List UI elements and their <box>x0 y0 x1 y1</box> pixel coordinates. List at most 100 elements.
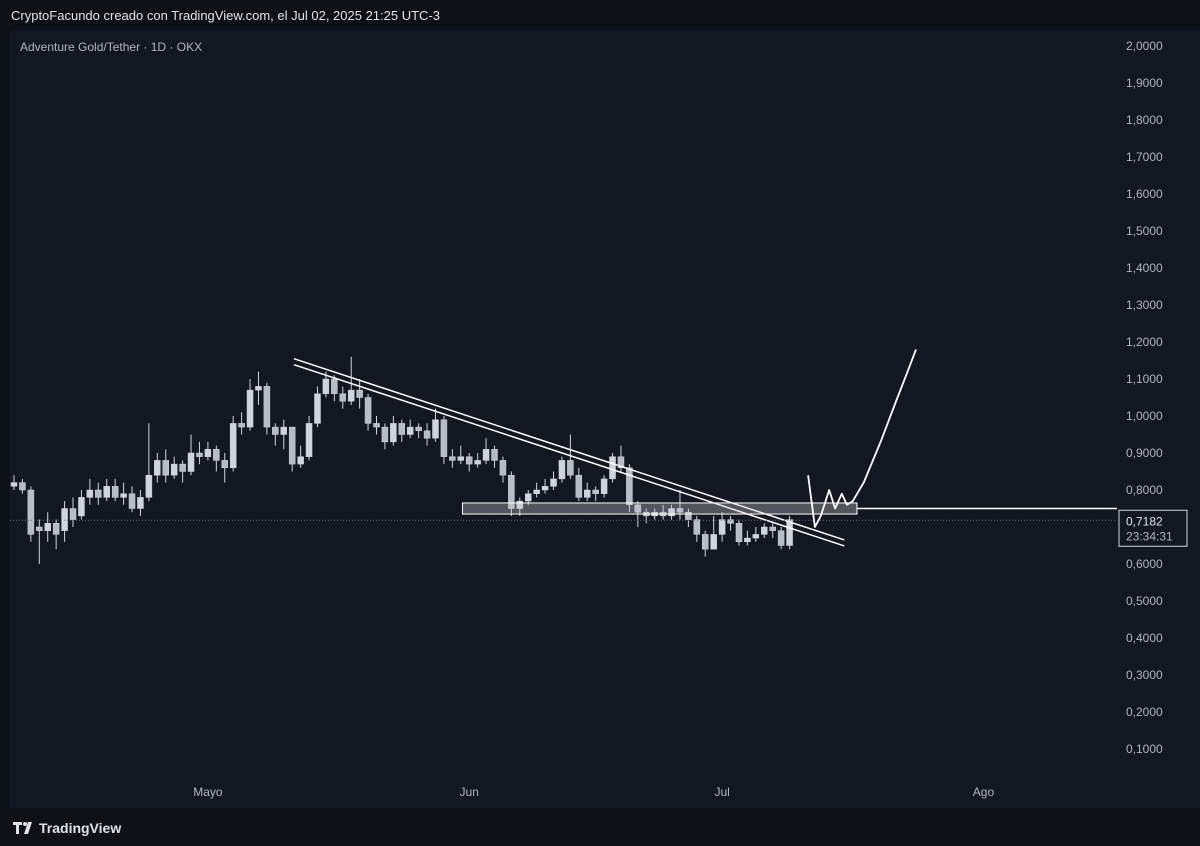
x-axis-labels: Mayo Jun Jul Ago <box>193 785 994 799</box>
candle <box>339 386 347 409</box>
candle <box>390 416 397 446</box>
candle-body-up <box>280 426 288 435</box>
y-tick-label: 1,5000 <box>1126 224 1163 238</box>
candle-body-up <box>120 493 127 498</box>
y-tick-label: 0,5000 <box>1126 594 1163 608</box>
candle-body-down <box>735 523 743 543</box>
candle <box>103 478 110 502</box>
y-tick-label: 0,2000 <box>1126 705 1163 719</box>
candle-body-up <box>432 419 439 439</box>
candle-body-down <box>567 460 574 476</box>
candle-body-up <box>786 519 793 546</box>
candle <box>499 456 507 483</box>
candle <box>406 419 414 439</box>
candle-body-up <box>314 393 321 424</box>
candle <box>491 445 498 468</box>
candle-body-down <box>213 449 220 461</box>
candle <box>381 423 389 450</box>
candle-body-down <box>777 530 785 546</box>
author-credit: CryptoFacundo creado con TradingView.com… <box>11 8 440 23</box>
candle <box>86 478 94 505</box>
candle <box>592 486 599 502</box>
candle <box>465 453 473 472</box>
candle-body-down <box>415 426 422 432</box>
candle <box>137 490 144 516</box>
candle <box>710 515 717 550</box>
candle-body-up <box>710 534 717 550</box>
tradingview-brand[interactable]: TradingView <box>13 820 121 836</box>
candle <box>744 530 751 546</box>
price-axis[interactable] <box>1119 30 1200 808</box>
candle-body-up <box>718 519 726 535</box>
candle-body-down <box>508 474 515 509</box>
candle-body-up <box>533 489 540 494</box>
candle-body-up <box>474 460 481 465</box>
y-tick-label: 0,8000 <box>1126 483 1163 497</box>
candle <box>398 419 406 442</box>
candle <box>626 464 633 513</box>
candle <box>685 508 692 527</box>
candle <box>735 519 743 546</box>
candle-body-down <box>626 467 633 506</box>
candle-body-down <box>398 423 406 435</box>
candle-body-up <box>668 508 675 517</box>
candle <box>44 512 51 542</box>
top-bar: CryptoFacundo creado con TradingView.com… <box>0 0 1200 30</box>
candle-body-down <box>727 519 734 524</box>
candle-body-up <box>761 526 768 535</box>
candle-body-up <box>145 474 153 498</box>
candle <box>600 475 608 498</box>
candle-body-down <box>19 482 26 491</box>
chart-pane[interactable] <box>10 30 1119 808</box>
candle-body-up <box>609 456 616 480</box>
candle-body-up <box>10 482 18 487</box>
candle-body-up <box>187 452 195 472</box>
candle <box>583 482 591 502</box>
y-tick-label: 1,0000 <box>1126 409 1163 423</box>
candle <box>204 441 212 461</box>
y-tick-label: 0,4000 <box>1126 631 1163 645</box>
candle <box>272 423 279 446</box>
candle-body-up <box>305 423 313 457</box>
candle-body-up <box>154 460 161 476</box>
candle-body-down <box>676 508 684 513</box>
candle-body-up <box>297 456 304 465</box>
candle-body-up <box>558 460 566 480</box>
candle <box>238 412 245 435</box>
candle <box>19 478 26 494</box>
candle-body-down <box>95 489 102 498</box>
candle-body-up <box>322 378 330 395</box>
candle-body-down <box>491 449 498 461</box>
candle-body-down <box>111 486 119 498</box>
candle-body-down <box>196 452 203 457</box>
candle-body-down <box>693 519 701 535</box>
drawings-layer <box>10 349 1117 547</box>
candle-body-up <box>482 449 490 461</box>
candle <box>761 523 768 539</box>
candle-body-down <box>288 426 296 465</box>
candle-body-up <box>600 478 608 494</box>
candle <box>449 449 456 468</box>
candle <box>52 519 60 550</box>
candle <box>221 453 228 483</box>
candle <box>263 382 271 435</box>
candle <box>69 497 77 527</box>
candle <box>373 416 380 435</box>
candle-body-up <box>524 493 532 502</box>
last-price-value: 0,7182 <box>1126 514 1163 528</box>
candle <box>777 527 785 550</box>
candle-body-up <box>541 486 549 491</box>
candle <box>288 426 296 472</box>
candle-body-up <box>255 386 262 391</box>
candle-body-down <box>27 489 35 535</box>
candle-body-down <box>69 508 77 520</box>
candle <box>609 453 616 483</box>
candle-body-up <box>246 389 254 428</box>
candle <box>255 371 262 405</box>
candle <box>187 434 195 476</box>
candle-body-up <box>103 486 110 498</box>
candle-body-up <box>583 489 591 498</box>
candle-body-up <box>229 423 237 469</box>
candle-body-up <box>204 449 212 457</box>
